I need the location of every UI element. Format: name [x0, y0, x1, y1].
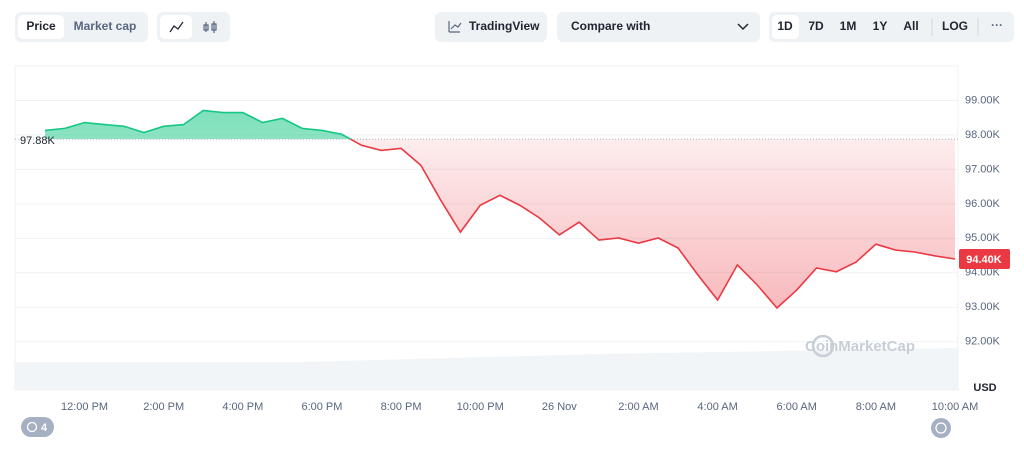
compare-dropdown[interactable] — [557, 12, 760, 42]
x-tick-label: 2:00 AM — [618, 401, 658, 413]
clock-button[interactable] — [931, 418, 951, 438]
y-unit: USD — [973, 382, 996, 394]
badge-icon — [26, 421, 38, 433]
x-tick-label: 12:00 PM — [61, 401, 108, 413]
x-tick-label: 10:00 PM — [457, 401, 504, 413]
more-button[interactable]: ··· — [991, 18, 1003, 32]
y-tick-label: 98.00K — [965, 129, 1001, 141]
price-tag-label: 94.40K — [966, 254, 1002, 266]
range-group — [769, 12, 1014, 42]
y-tick-label: 96.00K — [965, 198, 1001, 210]
line-icon — [169, 21, 184, 33]
y-tick-label: 97.00K — [965, 163, 1001, 175]
dropdown-arrow — [737, 23, 749, 31]
plot: 92.00K 93.00K 94.00K 95.00K 96.00K 97.00K 98.0… — [15, 94, 1010, 413]
log-button[interactable]: LOG — [942, 19, 968, 33]
x-tick-label: 6:00 AM — [777, 401, 817, 413]
toolbar: Price Market cap TradingView Compare wit… — [15, 12, 1014, 42]
tab-price[interactable]: Price — [26, 19, 56, 33]
tab-market-cap[interactable]: Market cap — [74, 19, 137, 33]
tab-selected[interactable] — [18, 15, 64, 39]
x-tick-label: 4:00 PM — [222, 401, 263, 413]
range-button[interactable]: 7D — [808, 19, 824, 33]
y-tick-label: 93.00K — [965, 301, 1001, 313]
candle-icon[interactable] — [203, 21, 217, 33]
y-tick-label: 94.00K — [965, 267, 1001, 279]
x-tick-label: 6:00 PM — [301, 401, 342, 413]
price-line-down — [348, 139, 956, 310]
range-buttons: 1D 7D 1M 1Y All — [777, 19, 918, 33]
watermark-logo — [811, 334, 835, 358]
x-tick-label: 4:00 AM — [697, 401, 737, 413]
clock-icon — [935, 422, 947, 434]
x-tick-label: 26 Nov — [542, 401, 577, 413]
tradingview-label[interactable]: TradingView — [469, 19, 540, 33]
tradingview-button[interactable] — [435, 12, 547, 42]
x-tick-label: 8:00 AM — [856, 401, 896, 413]
range-button[interactable]: 1M — [840, 19, 857, 33]
y-tick-label: 92.00K — [965, 336, 1001, 348]
range-button[interactable]: 1Y — [873, 19, 888, 33]
baseline-label: 97.88K — [20, 135, 56, 147]
price-tag — [959, 249, 1010, 270]
x-tick-label: 2:00 PM — [143, 401, 184, 413]
badge[interactable] — [21, 417, 54, 437]
badge-count[interactable]: 4 — [41, 422, 48, 434]
range-button[interactable]: 1D — [777, 19, 793, 33]
y-tick-label: 95.00K — [965, 232, 1001, 244]
tv-icon — [448, 21, 462, 33]
area-down — [350, 139, 955, 308]
price-line-up — [44, 109, 353, 140]
volume-area — [15, 348, 958, 390]
y-tick-label: 99.00K — [965, 94, 1001, 106]
watermark: CoinMarketCap — [805, 338, 915, 355]
range-selected[interactable] — [772, 15, 799, 39]
area-up — [45, 110, 955, 140]
x-tick-label: 8:00 PM — [381, 401, 422, 413]
range-button[interactable]: All — [903, 19, 918, 33]
compare-label[interactable]: Compare with — [571, 19, 650, 33]
x-tick-label: 10:00 AM — [932, 401, 978, 413]
